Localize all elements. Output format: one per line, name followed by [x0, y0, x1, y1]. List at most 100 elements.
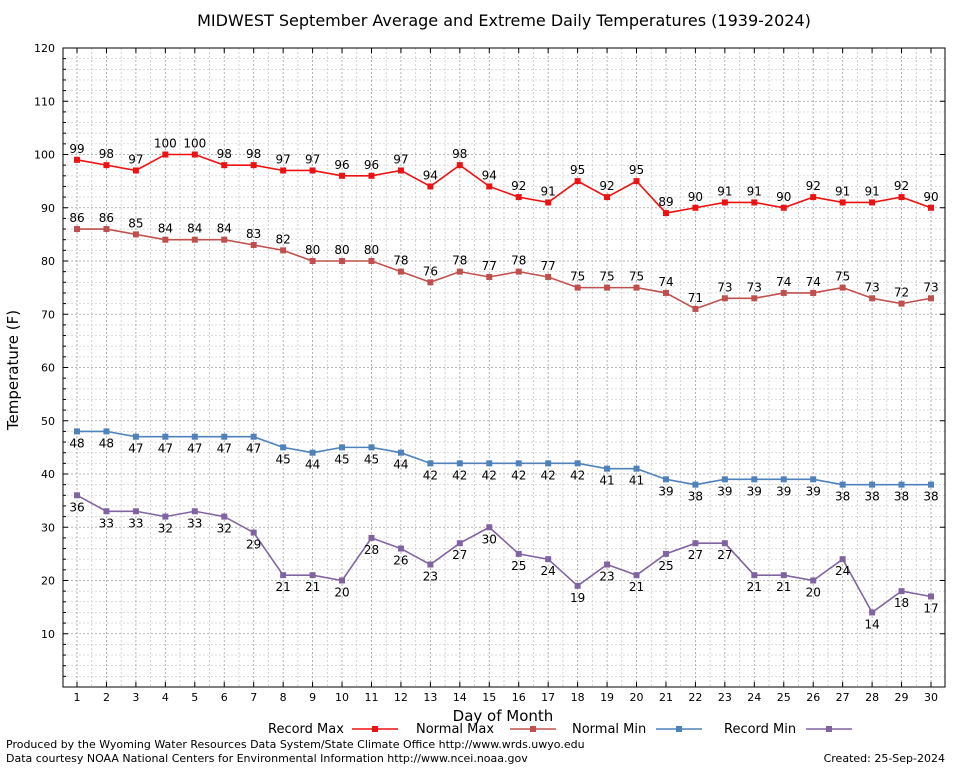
normal-max-data-label: 76: [423, 264, 438, 278]
x-tick-label: 28: [865, 691, 879, 704]
data-labels: 99 98 97 100 100 98 98 97 97 96 96 97 94 98 94 92 91 95 92…: [69, 137, 938, 632]
normal-min-data-label: 42: [541, 468, 556, 482]
record-max-point: [486, 183, 493, 190]
normal-max-data-label: 86: [99, 211, 114, 225]
record-max-data-label: 94: [482, 168, 497, 182]
record-max-line: [76, 153, 932, 214]
record-max-point: [280, 167, 287, 174]
normal-min-data-label: 42: [570, 468, 585, 482]
record-min-point: [309, 572, 316, 579]
record-max-point: [604, 194, 611, 201]
record-max-data-label: 91: [541, 184, 556, 198]
record-min-line: [76, 494, 932, 614]
record-max-data-label: 100: [154, 137, 177, 151]
normal-min-data-label: 39: [717, 484, 732, 498]
normal-min-data-label: 38: [688, 490, 703, 504]
normal-max-point: [810, 289, 817, 296]
x-tick-label: 24: [747, 691, 761, 704]
normal-max-point: [456, 268, 463, 275]
normal-min-point: [280, 444, 287, 451]
record-min-data-label: 25: [511, 559, 526, 573]
record-min-point: [692, 540, 699, 547]
normal-min-line: [77, 430, 931, 486]
normal-max-point: [545, 273, 552, 280]
normal-min-point: [810, 476, 817, 483]
normal-min-point: [132, 433, 139, 440]
legend-label-normal-min: Normal Min: [572, 722, 646, 737]
record-max-point: [839, 199, 846, 206]
x-tick-label: 21: [659, 691, 673, 704]
normal-min-data-label: 45: [275, 452, 290, 466]
normal-min-point: [309, 449, 316, 456]
normal-max-point: [427, 279, 434, 286]
normal-min-data-label: 42: [482, 468, 497, 482]
legend-marker-normal-min: [676, 726, 682, 732]
y-axis-title: Temperature (F): [4, 310, 22, 431]
normal-max-point: [368, 258, 375, 264]
normal-min-data-label: 45: [334, 452, 349, 466]
legend-label-record-min: Record Min: [724, 722, 796, 737]
x-tick-label: 22: [688, 691, 702, 704]
normal-max-point: [662, 289, 669, 296]
record-min-data-label: 18: [894, 596, 909, 610]
record-max-point: [780, 204, 787, 211]
record-max-point: [103, 162, 110, 169]
record-max-point: [545, 199, 552, 206]
record-max-point: [574, 178, 581, 185]
record-max-data-label: 98: [99, 147, 114, 161]
normal-min-point: [751, 476, 758, 483]
normal-max-point: [221, 236, 228, 243]
record-max-data-label: 100: [183, 137, 206, 151]
normal-max-data-label: 83: [246, 227, 261, 241]
normal-max-data-label: 80: [305, 243, 320, 257]
record-min-data-label: 27: [688, 548, 703, 562]
normal-max-data-label: 85: [128, 216, 143, 230]
record-min-point: [250, 529, 257, 536]
record-min-point: [486, 524, 493, 531]
record-max-point: [810, 194, 817, 201]
normal-max-point: [74, 226, 80, 233]
normal-max-data-label: 77: [482, 259, 497, 273]
x-tick-label: 18: [571, 691, 585, 704]
normal-min-point: [545, 460, 552, 467]
normal-max-data-label: 74: [806, 275, 821, 289]
record-min-point: [397, 545, 404, 552]
x-tick-label: 10: [335, 691, 349, 704]
normal-max-data-label: 75: [835, 270, 850, 284]
normal-min-point: [604, 465, 611, 472]
y-tick-label: 80: [41, 255, 55, 268]
record-max-point: [221, 162, 228, 169]
record-max-point: [191, 151, 198, 158]
normal-max-point: [486, 273, 493, 280]
record-max-data-label: 90: [688, 190, 703, 204]
record-min-point: [132, 508, 139, 515]
record-min-data-label: 17: [923, 601, 938, 615]
normal-max-data-label: 78: [452, 254, 467, 268]
record-max-data-label: 98: [246, 147, 261, 161]
normal-min-data-label: 42: [511, 468, 526, 482]
legend-marker-record-max: [372, 726, 378, 732]
record-min-point: [191, 508, 198, 515]
record-max-point: [662, 210, 669, 217]
normal-min-point: [780, 476, 787, 483]
footer-data-source: Data courtesy NOAA National Centers for …: [6, 752, 528, 765]
x-tick-label: 9: [309, 691, 316, 704]
record-max-data-label: 96: [364, 158, 379, 172]
record-min-data-label: 26: [393, 554, 408, 568]
legend: Record Max Normal Max Normal Min Record Min: [268, 722, 852, 737]
normal-max-data-label: 73: [864, 280, 879, 294]
record-min-data-label: 29: [246, 538, 261, 552]
record-min-data-label: 33: [99, 516, 114, 530]
normal-min-point: [869, 481, 876, 488]
record-min-data-label: 20: [806, 586, 821, 600]
normal-max-data-label: 75: [599, 270, 614, 284]
record-min-data-label: 21: [629, 580, 644, 594]
record-min-point: [721, 540, 728, 547]
record-max-point: [751, 199, 758, 206]
normal-min-data-label: 38: [835, 490, 850, 504]
normal-min-point: [339, 444, 346, 451]
normal-min-data-label: 48: [69, 436, 84, 450]
record-min-point: [662, 550, 669, 557]
record-max-data-label: 89: [658, 195, 673, 209]
